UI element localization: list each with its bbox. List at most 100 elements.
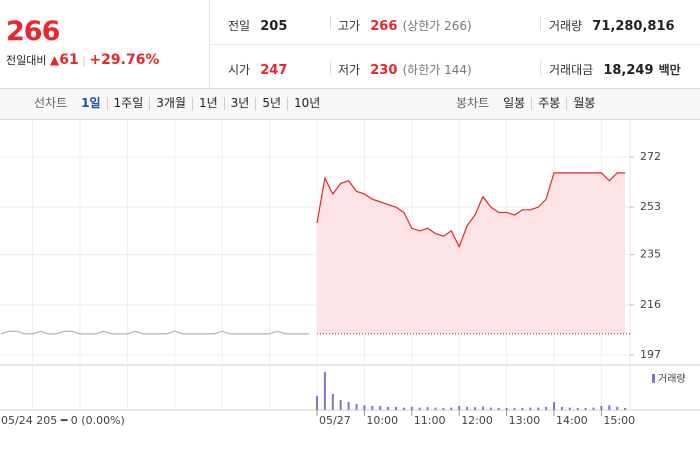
- candle-tabs: 봉차트 일봉 주봉 월봉: [456, 97, 601, 110]
- row-divider: [210, 44, 700, 45]
- y-tick-label: 197: [640, 348, 661, 361]
- volume-bar: [553, 402, 555, 410]
- stat: 거래대금 18,249 백만: [549, 59, 681, 78]
- volume-bar: [521, 408, 524, 410]
- volume-bar: [442, 408, 445, 410]
- stat: 거래량 71,280,816: [549, 15, 675, 34]
- up-arrow: ▲: [49, 53, 60, 67]
- volume-bar: [474, 407, 476, 410]
- stat-value: 71,280,816: [592, 19, 675, 34]
- volume-bar: [529, 407, 532, 410]
- volume-bar: [584, 408, 587, 410]
- volume-bar: [576, 408, 579, 410]
- tab[interactable]: 3개월: [149, 97, 192, 110]
- current-price: 266: [6, 16, 60, 47]
- volume-bar: [600, 406, 603, 410]
- tab-bar: 선차트 1일 1주일 3개월 1년 3년 5년 10년 봉차트 일봉 주봉 월봉: [0, 88, 700, 120]
- volume-bar: [316, 396, 318, 410]
- volume-bar: [450, 407, 453, 410]
- volume-bar: [481, 406, 484, 410]
- legend-swatch: [652, 374, 655, 383]
- y-tick-label: 235: [640, 248, 661, 261]
- legend-label: 거래량: [658, 373, 686, 385]
- stat-note: (상한가 266): [402, 19, 472, 33]
- volume-bar: [497, 408, 500, 410]
- volume-bar: [513, 408, 516, 410]
- volume-bar: [410, 406, 413, 410]
- change-pct: +29.76%: [89, 52, 160, 68]
- volume-bar: [355, 404, 358, 410]
- stat-value: 230: [370, 63, 398, 78]
- change-label: 전일대비: [6, 54, 47, 67]
- stat-value: 205: [260, 19, 288, 34]
- stat-value: 247: [260, 63, 288, 78]
- volume-bar: [363, 405, 366, 410]
- x-tick-label: 11:00: [414, 414, 446, 427]
- change-row: 전일대비 ▲61 | +29.76%: [6, 52, 159, 68]
- stat-label: 고가: [338, 19, 361, 33]
- volume-bar: [426, 407, 429, 410]
- volume-bar: [347, 402, 350, 410]
- stat: 전일 205: [228, 15, 287, 34]
- x-tick-label: 14:00: [556, 414, 588, 427]
- tab[interactable]: 1일: [81, 96, 101, 110]
- x-tick-label: 13:00: [509, 414, 541, 427]
- x-tick-label: 10:00: [366, 414, 398, 427]
- col-sep: [540, 61, 541, 75]
- volume-bar: [331, 394, 334, 410]
- col-sep: [330, 61, 331, 75]
- stat: 고가 266 (상한가 266): [338, 15, 472, 34]
- stat-label: 전일: [228, 19, 251, 33]
- tab-heading: 선차트: [34, 96, 68, 110]
- tab-heading: 봉차트: [456, 96, 490, 110]
- volume-bar: [418, 407, 421, 410]
- chart: 197 216 235 253 272 거래량 05/24 205 ━ 0 (0.00%) 0…: [0, 120, 700, 427]
- stat-label: 거래대금: [549, 63, 594, 77]
- divider: |: [82, 54, 86, 67]
- volume-bar: [466, 406, 469, 410]
- volume-bar: [323, 372, 326, 410]
- tab[interactable]: 월봉: [566, 97, 601, 110]
- stat-label: 거래량: [549, 19, 583, 33]
- volume-bar: [387, 406, 390, 410]
- tab[interactable]: 3년: [223, 97, 256, 110]
- volume-bar: [592, 407, 595, 410]
- tab[interactable]: 1주일: [106, 97, 150, 110]
- volume-bar: [616, 406, 619, 410]
- volume-bar: [395, 406, 397, 410]
- tab[interactable]: 5년: [255, 97, 287, 110]
- tab[interactable]: 10년: [287, 97, 326, 110]
- volume-bar: [560, 406, 563, 410]
- tab[interactable]: 1년: [191, 97, 224, 110]
- x-tick-label: 15:00: [603, 414, 635, 427]
- area-fill: [317, 172, 626, 334]
- tab[interactable]: 일봉: [503, 96, 526, 110]
- y-tick-label: 253: [640, 200, 661, 213]
- stat-unit: 백만: [658, 63, 681, 77]
- col-sep: [540, 16, 541, 30]
- change: 61: [59, 52, 79, 68]
- volume-bar: [434, 407, 437, 410]
- tab[interactable]: 주봉: [531, 97, 566, 110]
- price-line: [316, 172, 626, 249]
- stat-label: 저가: [338, 63, 361, 77]
- volume-bar: [402, 407, 405, 410]
- volume-bar: [489, 407, 492, 410]
- stat: 저가 230 (하한가 144): [338, 59, 472, 78]
- volume-bar: [568, 407, 571, 410]
- volume-bar: [505, 408, 508, 410]
- stat-label: 시가: [228, 63, 251, 77]
- volume-bar: [371, 406, 374, 410]
- volume-bar: [608, 405, 611, 410]
- volume-bar: [545, 406, 548, 410]
- price-line: [0, 330, 310, 335]
- col-sep: [330, 16, 331, 30]
- stat: 시가 247: [228, 59, 287, 78]
- x-tick-label: 05/27: [319, 414, 351, 427]
- stat-value: 18,249: [603, 63, 654, 78]
- volume-bar: [339, 400, 342, 410]
- line-tabs: 선차트 1일 1주일 3개월 1년 3년 5년 10년: [34, 97, 326, 110]
- price-panel: 266 전일대비 ▲61 | +29.76%: [0, 0, 210, 88]
- stat-value: 266: [370, 19, 398, 34]
